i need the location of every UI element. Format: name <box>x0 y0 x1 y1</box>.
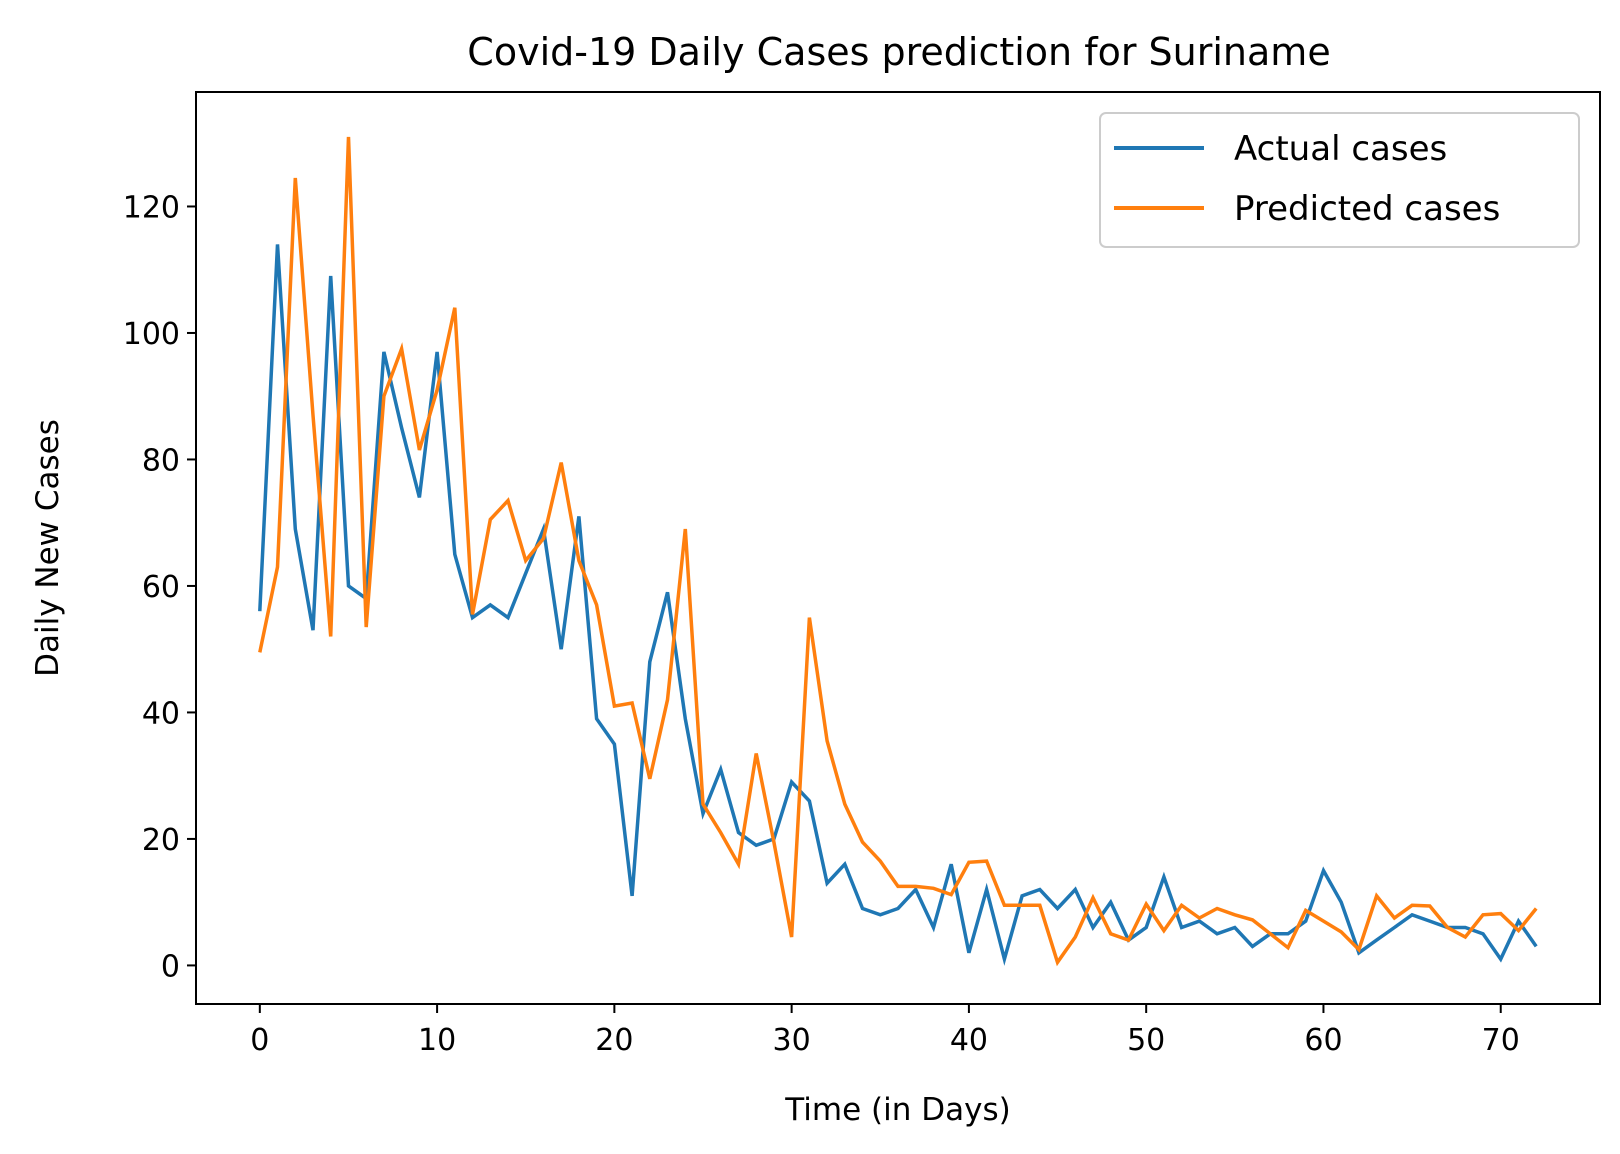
x-tick-label: 10 <box>418 1023 456 1058</box>
x-tick-label: 60 <box>1304 1023 1342 1058</box>
legend: Actual cases Predicted cases <box>1099 112 1580 248</box>
plot-frame <box>195 91 1601 1005</box>
chart-title: Covid-19 Daily Cases prediction for Suri… <box>467 30 1330 74</box>
y-tick-label: 120 <box>123 190 180 225</box>
legend-label-actual: Actual cases <box>1234 129 1447 169</box>
x-tick-label: 40 <box>950 1023 988 1058</box>
y-axis-label: Daily New Cases <box>30 419 66 677</box>
legend-box <box>1099 112 1580 248</box>
x-tick-label: 30 <box>773 1023 811 1058</box>
y-tick-label: 0 <box>161 949 180 984</box>
legend-label-predicted: Predicted cases <box>1234 189 1500 229</box>
x-axis: 0 10 20 30 40 50 60 70 <box>250 1004 1520 1058</box>
y-tick-label: 80 <box>142 443 180 478</box>
x-tick-label: 0 <box>250 1023 269 1058</box>
series-line-predicted <box>258 136 1538 967</box>
series-layer <box>258 136 1538 967</box>
x-tick-label: 20 <box>595 1023 633 1058</box>
y-tick-label: 100 <box>123 317 180 352</box>
x-axis-label: Time (in Days) <box>784 1092 1010 1128</box>
y-tick-label: 60 <box>142 570 180 605</box>
x-tick-label: 70 <box>1482 1023 1520 1058</box>
y-tick-label: 40 <box>142 696 180 731</box>
y-tick-label: 20 <box>142 823 180 858</box>
series-line-actual <box>258 244 1538 966</box>
y-axis: 0 20 40 60 80 100 120 <box>123 190 196 984</box>
x-tick-label: 50 <box>1127 1023 1165 1058</box>
